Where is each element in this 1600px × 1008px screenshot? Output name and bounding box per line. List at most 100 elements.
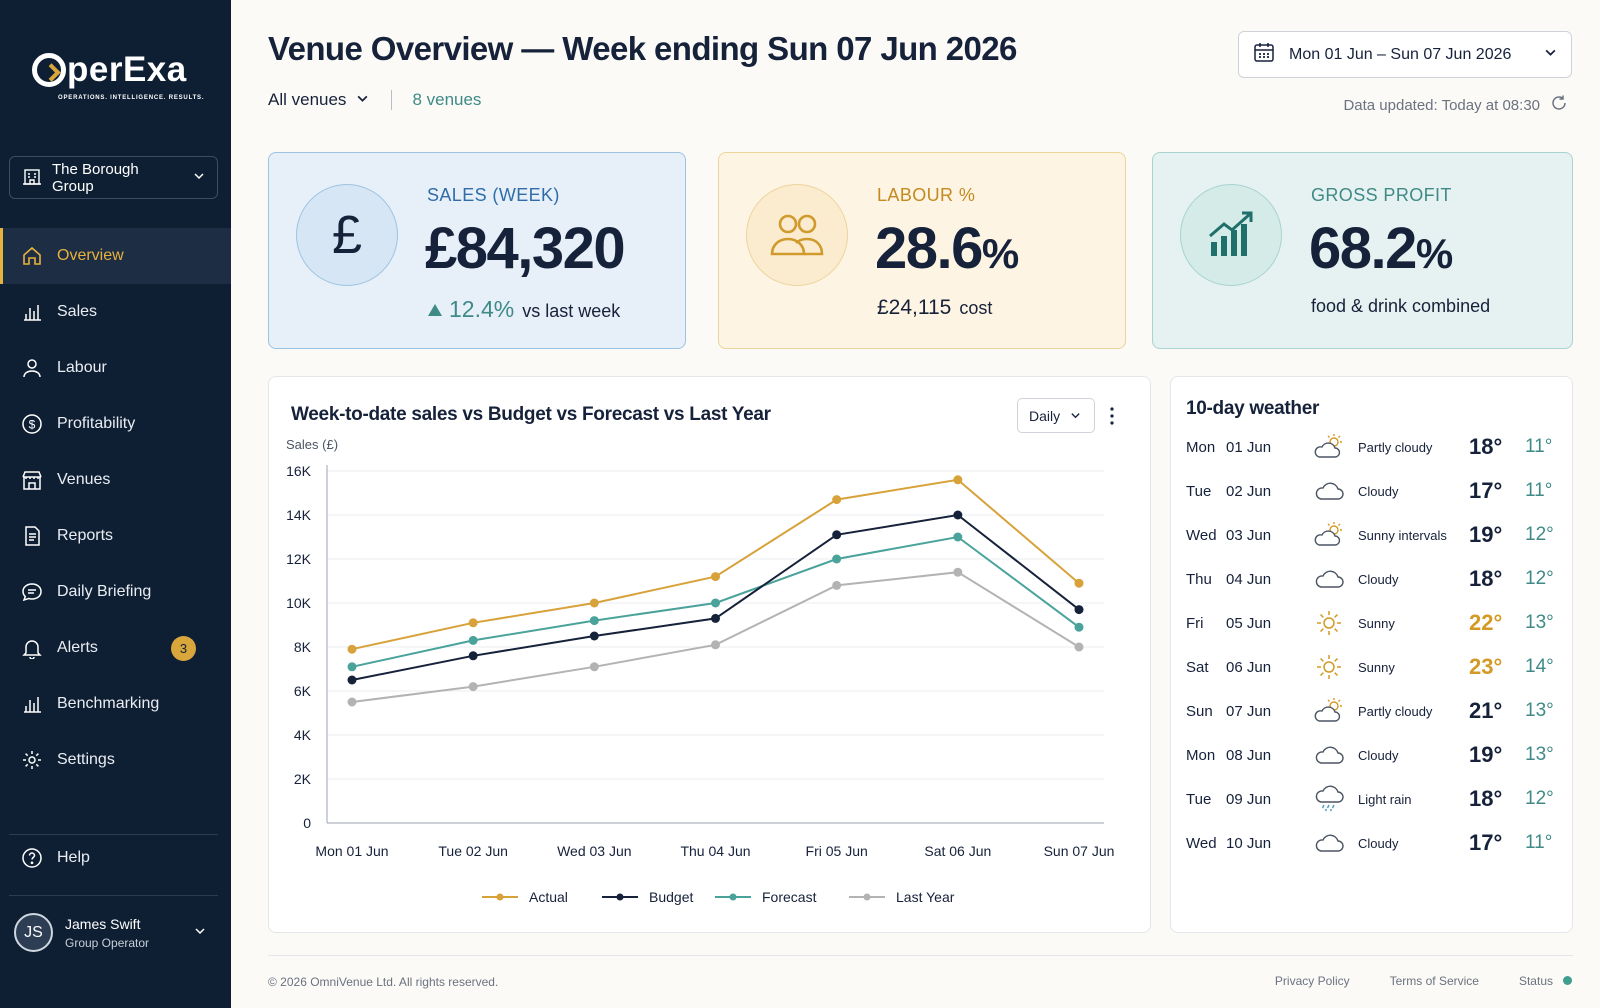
nav-label: Sales	[57, 303, 98, 320]
gear-icon	[21, 749, 43, 771]
bar-chart-icon	[21, 301, 43, 323]
calendar-icon	[1253, 41, 1275, 68]
brand-logo[interactable]: perExa	[32, 52, 187, 87]
page-title: Venue Overview — Week ending Sun 07 Jun …	[268, 30, 1017, 67]
weather-low-temp: 14°	[1525, 656, 1554, 677]
data-point-budget	[1074, 605, 1084, 615]
weather-day: Mon	[1186, 438, 1216, 456]
weather-day: Mon	[1186, 746, 1216, 764]
svg-text:$: $	[29, 418, 36, 432]
nav-item-labour[interactable]: Labour	[0, 340, 231, 396]
building-icon	[22, 166, 42, 190]
weather-description: Sunny intervals	[1358, 527, 1447, 543]
weather-day: Tue	[1186, 790, 1212, 808]
avatar: JS	[14, 913, 53, 952]
kpi-value-number: 68.2	[1309, 216, 1417, 281]
data-updated: Data updated: Today at 08:30	[1343, 94, 1568, 116]
date-range-label: Mon 01 Jun – Sun 07 Jun 2026	[1289, 45, 1512, 63]
footer-links: Privacy Policy Terms of Service Status	[1275, 974, 1572, 988]
nav-item-reports[interactable]: Reports	[0, 508, 231, 564]
nav-item-settings[interactable]: Settings	[0, 732, 231, 788]
data-point-budget	[711, 613, 720, 623]
y-tick-label: 16K	[286, 463, 312, 479]
chat-bubble-icon	[21, 581, 43, 603]
venue-filter: All venues 8 venues	[268, 90, 481, 110]
legend-swatch-dot	[616, 893, 624, 901]
weather-date: 07 Jun	[1226, 702, 1272, 720]
labour-cost-suffix: cost	[959, 298, 993, 318]
weather-row: Tue 09 Jun Light rain 18° 12°	[1186, 779, 1556, 819]
data-point-actual	[347, 644, 357, 654]
data-point-last-year	[953, 567, 963, 577]
help-link[interactable]: Help	[21, 847, 90, 869]
nav-label: Reports	[57, 527, 114, 544]
pound-icon: £	[296, 184, 398, 286]
chevron-down-icon	[194, 924, 206, 942]
data-point-budget	[832, 530, 842, 540]
date-range-picker[interactable]: Mon 01 Jun – Sun 07 Jun 2026	[1238, 31, 1572, 78]
sunny-icon	[1304, 609, 1354, 637]
weather-date: 03 Jun	[1226, 526, 1272, 544]
nav-label: Benchmarking	[57, 695, 160, 712]
weather-date: 10 Jun	[1226, 834, 1272, 852]
terms-of-service-link[interactable]: Terms of Service	[1389, 974, 1479, 988]
weather-description: Cloudy	[1358, 835, 1399, 851]
sidebar: perExa OPERATIONS. INTELLIGENCE. RESULTS…	[0, 0, 231, 1008]
kpi-value: £84,320	[425, 216, 626, 281]
divider	[391, 90, 393, 110]
more-options-icon[interactable]	[1105, 401, 1119, 431]
data-point-last-year	[468, 682, 478, 692]
nav-item-overview[interactable]: Overview	[0, 228, 231, 284]
nav-label: Profitability	[57, 415, 136, 432]
document-icon	[21, 525, 43, 547]
weather-day: Tue	[1186, 482, 1212, 500]
cloudy-icon	[1304, 743, 1354, 767]
help-label: Help	[57, 849, 90, 866]
nav-item-venues[interactable]: Venues	[0, 452, 231, 508]
data-point-actual	[832, 495, 842, 505]
weather-day: Wed	[1186, 834, 1217, 852]
organisation-label: The Borough Group	[52, 160, 139, 195]
nav-item-profitability[interactable]: $ Profitability	[0, 396, 231, 452]
refresh-icon[interactable]	[1550, 94, 1568, 116]
nav-label: Overview	[57, 247, 124, 264]
weather-row: Mon 01 Jun Partly cloudy 18° 11°	[1186, 427, 1556, 467]
series-line-actual	[351, 478, 1080, 651]
nav-label: Venues	[57, 471, 111, 488]
privacy-policy-link[interactable]: Privacy Policy	[1274, 974, 1350, 988]
user-menu[interactable]: JS James Swift Group Operator	[14, 913, 214, 952]
status-link[interactable]: Status	[1519, 974, 1572, 988]
venue-filter-select[interactable]: All venues	[268, 90, 369, 110]
weather-low-temp: 11°	[1525, 436, 1553, 457]
weather-low-temp: 11°	[1525, 832, 1553, 853]
data-point-last-year	[347, 697, 357, 707]
weather-high-temp: 18°	[1469, 434, 1503, 459]
kpi-value: 68.2%	[1309, 215, 1453, 282]
weather-description: Light rain	[1358, 791, 1412, 807]
organisation-selector[interactable]: The Borough Group	[9, 156, 218, 199]
weather-row: Tue 02 Jun Cloudy 17° 11°	[1186, 471, 1556, 511]
nav-label: Daily Briefing	[57, 583, 152, 600]
weather-row: Sat 06 Jun Sunny 23° 14°	[1186, 647, 1556, 687]
nav-item-benchmarking[interactable]: Benchmarking	[0, 676, 231, 732]
kpi-card-gross-profit[interactable]: GROSS PROFIT 68.2% food & drink combined	[1152, 152, 1573, 349]
weather-low-temp: 12°	[1525, 788, 1554, 809]
y-tick-label: 14K	[286, 507, 312, 523]
weather-low-temp: 12°	[1525, 568, 1554, 589]
chart-period-select[interactable]: Daily	[1017, 398, 1095, 433]
y-tick-label: 12K	[286, 551, 312, 567]
chevron-down-icon	[1070, 408, 1081, 424]
weather-low-temp: 13°	[1525, 744, 1554, 765]
gross-profit-note: food & drink combined	[1311, 296, 1491, 316]
nav-item-daily-briefing[interactable]: Daily Briefing	[0, 564, 231, 620]
weather-row: Wed 10 Jun Cloudy 17° 11°	[1186, 823, 1556, 863]
data-point-actual	[711, 572, 720, 582]
weather-high-temp: 19°	[1469, 742, 1503, 767]
kpi-card-labour[interactable]: LABOUR % 28.6% £24,115 cost	[718, 152, 1126, 349]
y-tick-label: 10K	[286, 595, 312, 611]
kpi-card-sales[interactable]: £ SALES (WEEK) £84,320 12.4% vs last wee…	[268, 152, 686, 349]
partly-cloudy-icon	[1304, 434, 1354, 460]
weather-day: Wed	[1186, 526, 1217, 544]
nav-item-sales[interactable]: Sales	[0, 284, 231, 340]
nav-item-alerts[interactable]: Alerts 3	[0, 620, 231, 676]
